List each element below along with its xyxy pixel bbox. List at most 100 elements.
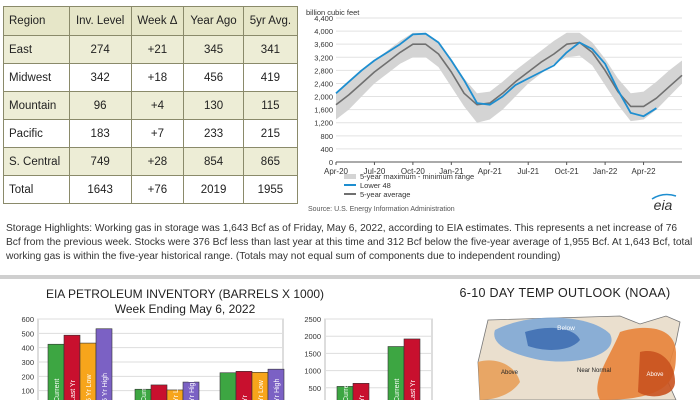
inventory-bar	[352, 383, 370, 400]
value-cell: 341	[242, 35, 299, 64]
y-tick-label: 500	[308, 384, 321, 393]
y-tick-label: 500	[21, 329, 34, 338]
value-cell: 2019	[183, 175, 244, 204]
y-tick-label: 1,600	[314, 106, 333, 115]
storage-highlights-text: Storage Highlights: Working gas in stora…	[6, 223, 693, 262]
value-cell: 419	[242, 63, 299, 92]
value-cell: 115	[242, 91, 299, 120]
table-row: East 274 +21 345 341	[3, 35, 299, 64]
source-note: Source: U.S. Energy Information Administ…	[308, 206, 455, 213]
value-cell: 5yr Avg.	[242, 6, 299, 36]
region-cell: East	[3, 35, 70, 64]
bar-label: Yr Low	[258, 379, 265, 400]
value-cell: +4	[130, 91, 185, 120]
bar-label: 5 Yr Low	[86, 374, 93, 400]
bar-label: Yr Low	[173, 379, 180, 400]
value-cell: 215	[242, 119, 299, 148]
above-normal-region-west	[478, 360, 520, 400]
inventory-subtitle: Week Ending May 6, 2022	[114, 302, 256, 316]
inventory-chart: 0100200300400500600CurrentLast Yr5 Yr Lo…	[21, 315, 433, 400]
y-tick-label: 2500	[304, 315, 321, 324]
y-tick-label: 2,000	[314, 93, 333, 102]
x-tick-label: Oct-21	[555, 167, 580, 176]
y-tick-label: 400	[21, 344, 34, 353]
bar-label: Last Yr	[410, 379, 417, 400]
y-tick-label: 4,000	[314, 27, 333, 36]
y-tick-label: 400	[320, 145, 333, 154]
region-cell: Mountain	[3, 91, 70, 120]
x-tick-label: Oct-20	[401, 167, 426, 176]
region-cell: S. Central	[3, 147, 70, 176]
value-cell: 233	[183, 119, 244, 148]
x-tick-label: Apr-22	[632, 167, 657, 176]
value-cell: 345	[183, 35, 244, 64]
inventory-bar	[182, 381, 200, 400]
y-tick-label: 300	[21, 358, 34, 367]
bar-label: Yr	[359, 394, 366, 400]
value-cell: 456	[183, 63, 244, 92]
inventory-bar	[95, 328, 113, 400]
five-year-average-line	[335, 41, 683, 108]
y-tick-label: 3,600	[314, 40, 333, 49]
inventory-bar	[150, 384, 168, 400]
value-cell: 96	[68, 91, 132, 120]
map-label-above: Above	[646, 372, 664, 378]
y-tick-label: 2,400	[314, 79, 333, 88]
y-tick-label: 0	[329, 158, 333, 167]
region-cell: Pacific	[3, 119, 70, 148]
inventory-bar	[403, 338, 421, 400]
lower48-line	[335, 32, 657, 118]
y-tick-label: 200	[21, 372, 34, 381]
table-row: Mountain 96 +4 130 115	[3, 91, 299, 120]
bar-label: Yr High	[274, 379, 281, 400]
value-cell: Inv. Level	[68, 6, 132, 36]
x-tick-label: Apr-21	[478, 167, 503, 176]
value-cell: 749	[68, 147, 132, 176]
y-tick-label: 1,200	[314, 119, 333, 128]
y-tick-label: 1000	[304, 367, 321, 376]
map-label-near-normal: Near Normal	[577, 368, 611, 374]
bar-label: 5 Yr High	[102, 373, 109, 400]
value-cell: 183	[68, 119, 132, 148]
inventory-bar	[219, 372, 237, 400]
value-cell: +18	[130, 63, 185, 92]
y-unit-label: billion cubic feet	[306, 8, 360, 17]
value-cell: 274	[68, 35, 132, 64]
bar-label: Last Yr	[70, 379, 77, 400]
map-label-below: Below	[557, 325, 575, 332]
storage-table: Region Inv. Level Week Δ Year Ago 5yr Avg. Ea…	[3, 6, 299, 204]
value-cell: +21	[130, 35, 185, 64]
value-cell: 342	[68, 63, 132, 92]
bar-label: Yr	[242, 394, 249, 400]
table-header-row: Region Inv. Level Week Δ Year Ago 5yr Avg.	[3, 6, 299, 36]
region-cell: Midwest	[3, 63, 70, 92]
x-tick-label: Apr-20	[324, 167, 349, 176]
value-cell: 854	[183, 147, 244, 176]
value-cell: +28	[130, 147, 185, 176]
legend-label: 5-year maximum - minimum range	[360, 172, 474, 181]
value-cell: 865	[242, 147, 299, 176]
x-tick-label: Jul-21	[517, 167, 539, 176]
noaa-temp-outlook-map: Below Above Near Normal Above	[477, 315, 681, 400]
eia-logo-swoosh	[651, 193, 677, 200]
bar-label: Current	[394, 379, 401, 400]
y-tick-label: 1500	[304, 349, 321, 358]
much-below-region	[525, 327, 580, 350]
value-cell: Week Δ	[130, 6, 185, 36]
x-tick-label: Jan-21	[439, 167, 464, 176]
region-cell: Region	[3, 6, 70, 36]
value-cell: +76	[130, 175, 185, 204]
table-row: Midwest 342 +18 456 419	[3, 63, 299, 92]
map-label-above: Above	[501, 370, 519, 376]
eia-logo: eia	[654, 197, 673, 213]
noaa-title: 6-10 DAY TEMP OUTLOOK (NOAA)	[459, 286, 671, 300]
value-cell: 130	[183, 91, 244, 120]
table-row: S. Central 749 +28 854 865	[3, 147, 299, 176]
y-tick-label: 600	[21, 315, 34, 324]
y-tick-label: 800	[320, 132, 333, 141]
inventory-title: EIA PETROLEUM INVENTORY (BARRELS X 1000)	[45, 287, 325, 301]
legend-swatch-range	[344, 174, 356, 179]
legend-label: Lower 48	[360, 181, 391, 190]
bar-label: Current	[54, 379, 61, 400]
section-divider	[0, 275, 700, 279]
